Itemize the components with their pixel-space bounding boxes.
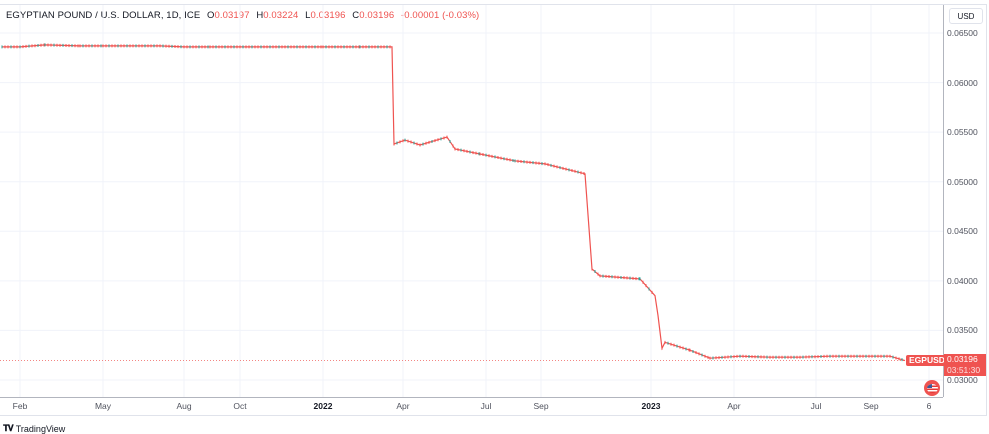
time-tick-label: Sep bbox=[863, 401, 879, 411]
price-tick-label: 0.05000 bbox=[947, 176, 978, 187]
price-chart-plot[interactable] bbox=[0, 5, 943, 397]
time-tick-label: May bbox=[94, 401, 112, 411]
change-value: -0.00001 (-0.03%) bbox=[401, 10, 480, 21]
close-value: C0.03196 bbox=[352, 10, 395, 21]
time-axis[interactable] bbox=[0, 397, 943, 417]
tradingview-logo-icon: 𝐓𝐕 bbox=[3, 423, 14, 433]
brand-name: TradingView bbox=[15, 423, 66, 434]
tradingview-brand[interactable]: 𝐓𝐕 TradingView bbox=[3, 423, 65, 434]
time-tick-label: 6 bbox=[926, 401, 932, 411]
currency-button[interactable]: USD bbox=[949, 8, 983, 24]
time-tick-label: 2022 bbox=[313, 401, 333, 411]
price-tick-label: 0.03500 bbox=[947, 325, 978, 336]
price-tick-label: 0.06500 bbox=[947, 28, 978, 38]
price-tick-label: 0.05500 bbox=[947, 127, 978, 138]
us-flag-icon[interactable] bbox=[924, 380, 940, 396]
time-tick-label: Feb bbox=[12, 401, 28, 411]
price-tick-label: 0.04000 bbox=[947, 275, 978, 286]
high-value: H0.03224 bbox=[256, 10, 299, 21]
time-tick-label: Oct bbox=[233, 401, 247, 411]
time-tick-label: 2023 bbox=[641, 401, 661, 411]
current-price-value: 0.03196 bbox=[947, 354, 978, 364]
price-tick-label: 0.04500 bbox=[947, 226, 978, 237]
price-axis[interactable] bbox=[943, 5, 988, 397]
time-tick-label: Jul bbox=[810, 401, 822, 411]
time-tick-label: Apr bbox=[396, 401, 410, 411]
current-price-label: 0.03196 03:51:30 bbox=[944, 354, 986, 376]
time-tick-label: Apr bbox=[727, 401, 741, 411]
time-tick-label: Sep bbox=[533, 401, 549, 411]
time-tick-label: Jul bbox=[480, 401, 492, 411]
bar-countdown: 03:51:30 bbox=[947, 365, 981, 375]
low-value: L0.03196 bbox=[305, 10, 346, 21]
open-value: O0.03197 bbox=[207, 10, 250, 21]
chart-frame bbox=[0, 4, 987, 416]
price-tick-label: 0.06000 bbox=[947, 77, 978, 88]
time-tick-label: Aug bbox=[176, 401, 192, 411]
price-series-line bbox=[2, 44, 906, 362]
symbol-price-tag: EGPUSD bbox=[906, 355, 948, 366]
price-tick-label: 0.03000 bbox=[947, 374, 978, 385]
